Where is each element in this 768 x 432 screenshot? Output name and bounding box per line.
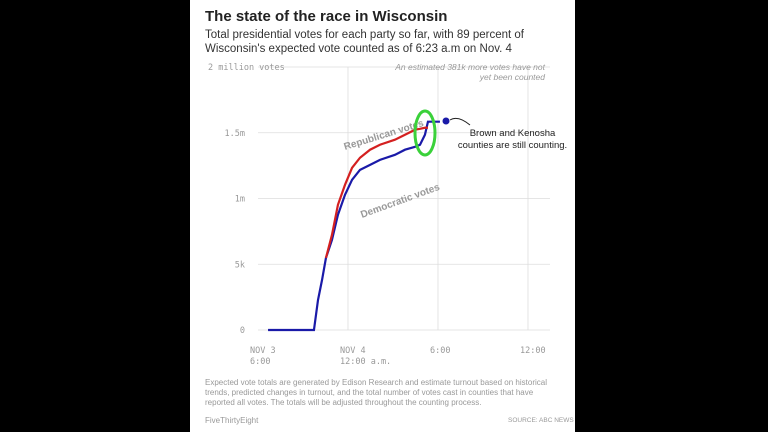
hand-drawn-circle xyxy=(413,109,437,157)
x-tick-label: 12:00 xyxy=(520,346,546,356)
y-tick-label: 1.5m xyxy=(225,129,245,139)
x-tick-label: 6:00 xyxy=(430,346,451,356)
end-dot xyxy=(442,117,450,125)
chart-subtitle: Total presidential votes for each party … xyxy=(205,29,524,55)
source: SOURCE: ABC NEWS xyxy=(508,417,574,424)
brand: FiveThirtyEight xyxy=(205,416,259,425)
y-tick-label: 1m xyxy=(235,195,245,205)
y-tick-label: 5k xyxy=(235,260,245,270)
series-line xyxy=(268,120,440,332)
y-tick-label: 2 million votes xyxy=(208,63,285,73)
x-tick-label: NOV 4 12:00 a.m. xyxy=(340,346,392,367)
chart-panel xyxy=(190,0,575,432)
x-tick-label: NOV 3 6:00 xyxy=(250,346,276,367)
series-label: Democratic votes xyxy=(359,182,442,221)
y-tick-label: 0 xyxy=(240,326,245,336)
chart-title: The state of the race in Wisconsin xyxy=(205,8,448,25)
series-line xyxy=(324,126,428,259)
annotation: Brown and Kenosha counties are still cou… xyxy=(457,128,568,151)
footnote: Expected vote totals are generated by Ed… xyxy=(205,378,547,407)
annotation: An estimated 381k more votes have not ye… xyxy=(395,62,545,82)
annotation-arrow xyxy=(449,117,471,126)
